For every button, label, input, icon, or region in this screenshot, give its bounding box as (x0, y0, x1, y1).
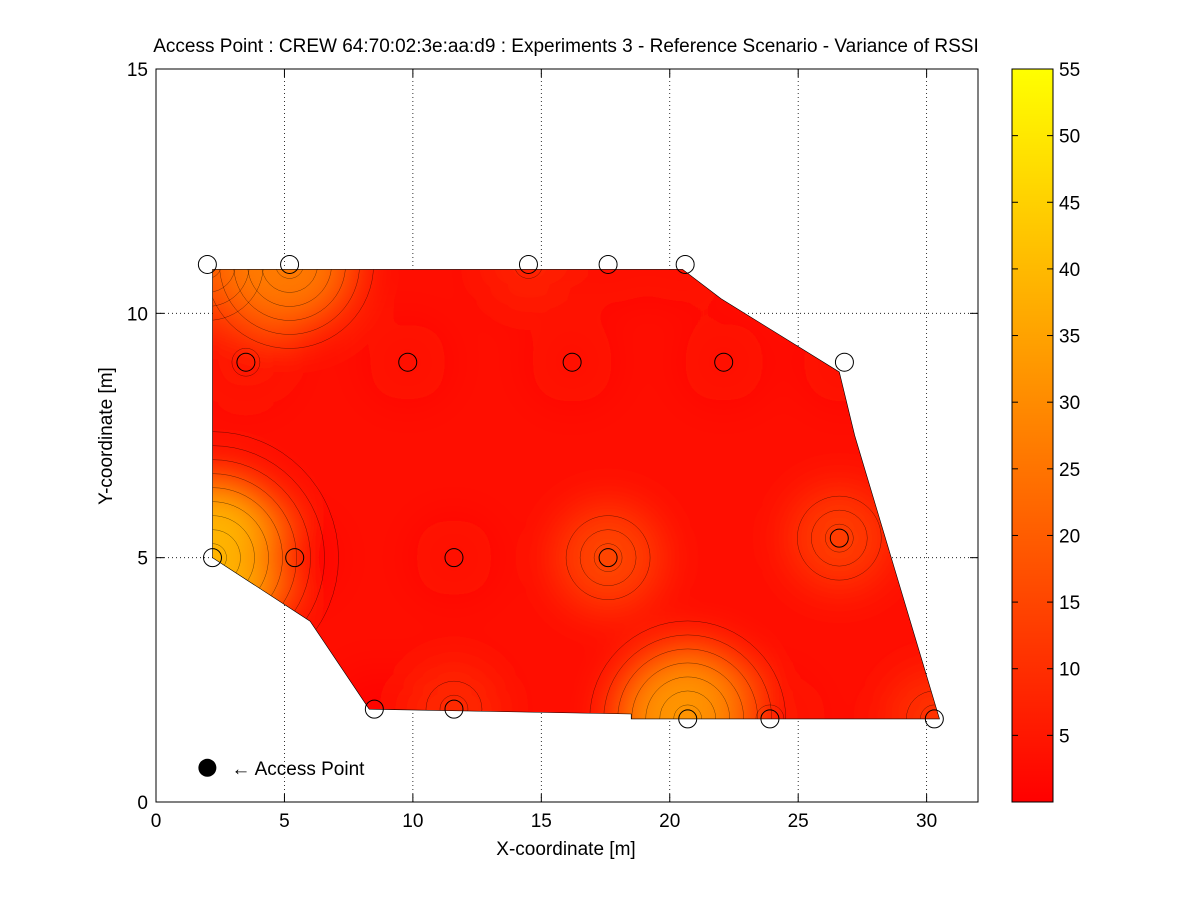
contour-blob (414, 517, 494, 598)
colorbar-tick-label: 30 (1059, 393, 1080, 414)
access-point-label: ← Access Point (231, 759, 365, 780)
y-tick-label: 15 (127, 60, 148, 81)
contour-blob (567, 269, 649, 306)
contour-blob (212, 319, 289, 405)
colorbar-tick-label: 40 (1059, 260, 1080, 281)
contour-line (514, 269, 543, 279)
y-axis: 0 5 10 15 (127, 60, 978, 814)
contour-line (673, 704, 702, 719)
contour-line (579, 529, 637, 586)
colorbar-tick-label: 35 (1059, 327, 1080, 348)
contour-line (755, 704, 785, 719)
x-tick-label: 25 (788, 811, 809, 832)
measurement-point (760, 709, 780, 729)
measurement-point (285, 548, 305, 568)
contour-line (825, 523, 854, 553)
contour-line (920, 704, 940, 719)
measurement-point (834, 352, 854, 372)
measurement-points (197, 254, 944, 729)
contour-line (589, 620, 786, 719)
measurement-point (444, 548, 464, 568)
measurement-point (236, 352, 256, 372)
contour-line (212, 269, 374, 349)
contour-blob (616, 647, 760, 719)
measurement-point (203, 548, 223, 568)
contour-blob (530, 320, 614, 404)
colorbar-tick-label: 20 (1059, 526, 1080, 547)
x-tick-label: 15 (531, 811, 552, 832)
colorbar: 5 10 15 20 25 30 35 40 45 50 55 (1011, 60, 1080, 803)
contour-line (797, 495, 882, 581)
contour-line (275, 269, 304, 279)
colorbar-tick-label: 55 (1059, 60, 1080, 81)
measurement-point (924, 709, 944, 729)
colorbar-tick-label: 45 (1059, 193, 1080, 214)
plot-area: ← Access Point (155, 68, 979, 803)
contour-line (645, 676, 730, 719)
measurement-point (364, 699, 384, 719)
contour-blob (255, 518, 334, 597)
colorbar-tick-label: 15 (1059, 593, 1080, 614)
colorbar-ticks: 5 10 15 20 25 30 35 40 45 50 55 (1012, 60, 1080, 747)
contour-line (631, 662, 744, 719)
contour-blob (727, 676, 813, 719)
measurement-point (518, 254, 538, 274)
contour-blob (787, 486, 891, 590)
measurement-point (398, 352, 418, 372)
contour-blob (682, 321, 765, 403)
contour-line (261, 269, 318, 293)
measurement-point (829, 528, 849, 548)
contour-blob (885, 670, 940, 719)
measurement-point (444, 699, 464, 719)
measurement-point (280, 254, 300, 274)
measurement-point (562, 352, 582, 372)
contour-blob (483, 269, 574, 310)
contour-line (565, 515, 651, 600)
contour-blob (554, 504, 662, 611)
contour-blob (406, 662, 501, 719)
measurement-point (714, 352, 734, 372)
contour-blobs (212, 269, 940, 719)
contour-line (247, 269, 332, 307)
measurement-point (598, 254, 618, 274)
contour-line (593, 543, 623, 572)
x-tick-label: 30 (916, 811, 937, 832)
x-tick-label: 10 (402, 811, 423, 832)
region-boundary (212, 269, 940, 720)
access-point-marker (198, 758, 217, 777)
y-axis-label: Y-coordinate [m] (96, 367, 117, 505)
chart-title: Access Point : CREW 64:70:02:3e:aa:d9 : … (153, 36, 979, 57)
measurement-point (197, 254, 217, 274)
x-tick-label: 20 (659, 811, 680, 832)
colorbar-tick-label: 5 (1059, 726, 1070, 747)
y-tick-label: 5 (137, 549, 148, 570)
contour-line (811, 509, 868, 567)
colorbar-gradient (1011, 68, 1054, 803)
contour-blob (224, 269, 355, 330)
colorbar-tick-label: 50 (1059, 127, 1080, 148)
y-tick-label: 10 (127, 304, 148, 325)
y-tick-label: 0 (137, 793, 148, 814)
colorbar-tick-label: 25 (1059, 460, 1080, 481)
contour-line (425, 680, 483, 719)
measurement-point (675, 254, 695, 274)
measurement-point (598, 548, 618, 568)
contour-line (231, 347, 261, 377)
contour-line (617, 648, 758, 719)
x-tick-label: 5 (279, 811, 290, 832)
measurement-point (678, 709, 698, 729)
colorbar-tick-label: 10 (1059, 660, 1080, 681)
contour-blob (367, 322, 448, 403)
plot-border (155, 68, 979, 803)
contour-fill (212, 269, 940, 719)
contour-line (439, 694, 469, 719)
contour-line (603, 634, 772, 719)
x-axis: 0 5 10 15 20 25 30 (151, 69, 937, 832)
x-tick-label: 0 (151, 811, 162, 832)
contour-line (233, 269, 346, 321)
x-axis-label: X-coordinate [m] (496, 839, 635, 860)
contour-line (219, 269, 360, 335)
contour-line (659, 690, 716, 719)
